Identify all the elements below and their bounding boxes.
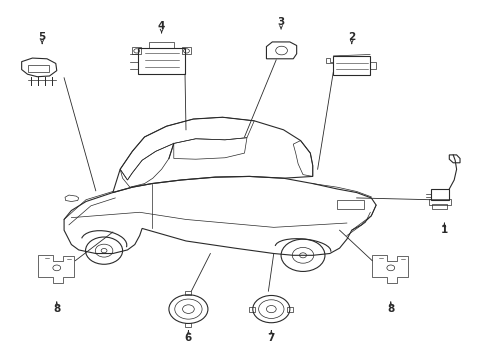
Bar bbox=[336, 200, 363, 209]
Text: 8: 8 bbox=[386, 304, 394, 314]
Bar bbox=[185, 291, 191, 295]
Text: 5: 5 bbox=[39, 32, 46, 41]
Bar bbox=[430, 189, 448, 200]
Text: 4: 4 bbox=[158, 21, 165, 31]
Bar bbox=[28, 64, 49, 72]
Text: 3: 3 bbox=[277, 17, 284, 27]
Bar bbox=[185, 323, 191, 327]
Bar bbox=[428, 199, 450, 205]
Bar bbox=[287, 307, 293, 312]
Bar bbox=[182, 47, 190, 54]
Bar bbox=[369, 62, 375, 69]
Bar bbox=[431, 204, 446, 210]
Text: 6: 6 bbox=[184, 333, 192, 343]
Text: 2: 2 bbox=[347, 32, 355, 41]
Bar bbox=[138, 48, 184, 74]
Bar bbox=[333, 56, 369, 75]
Bar bbox=[249, 307, 255, 312]
Bar bbox=[132, 47, 141, 54]
Text: 7: 7 bbox=[267, 333, 274, 343]
Bar bbox=[149, 42, 173, 48]
Text: 1: 1 bbox=[440, 225, 447, 235]
Text: 8: 8 bbox=[53, 304, 61, 314]
